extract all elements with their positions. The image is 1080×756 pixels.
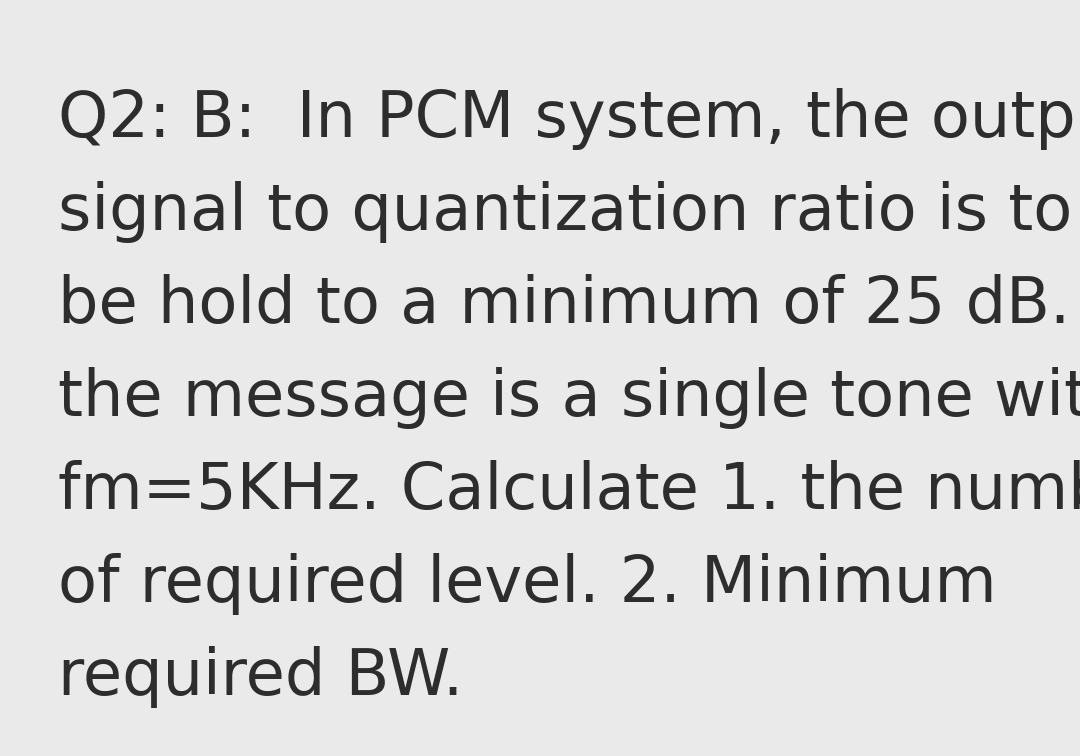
- Text: the message is a single tone with: the message is a single tone with: [58, 367, 1080, 429]
- Text: be hold to a minimum of 25 dB. If: be hold to a minimum of 25 dB. If: [58, 274, 1080, 336]
- Text: required BW.: required BW.: [58, 646, 463, 708]
- Text: fm=5KHz. Calculate 1. the number: fm=5KHz. Calculate 1. the number: [58, 460, 1080, 522]
- Text: signal to quantization ratio is to: signal to quantization ratio is to: [58, 181, 1072, 243]
- Text: Q2: B:  In PCM system, the output: Q2: B: In PCM system, the output: [58, 88, 1080, 150]
- Text: of required level. 2. Minimum: of required level. 2. Minimum: [58, 553, 997, 615]
